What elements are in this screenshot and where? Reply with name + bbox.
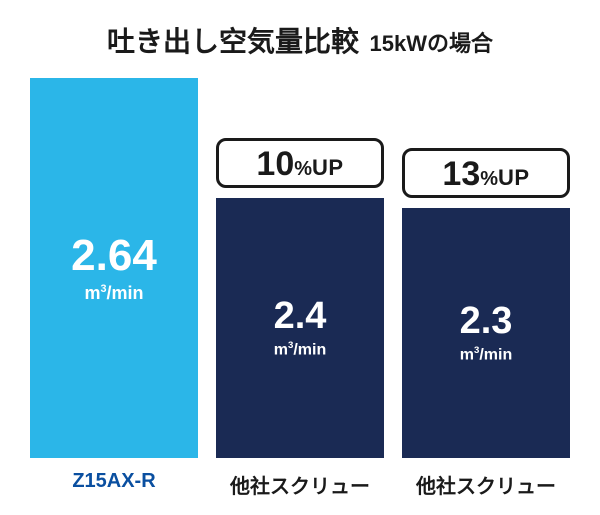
- bar-1: 2.4 m3/min: [216, 198, 384, 458]
- bar-unit-2: m3/min: [460, 346, 512, 363]
- bar-0: 2.64 m3/min: [30, 78, 198, 458]
- up-badge-1: 10%UP: [216, 138, 384, 188]
- bar-labels-row: Z15AX-R 他社スクリュー 他社スクリュー: [30, 470, 570, 499]
- bar-unit-1: m3/min: [274, 341, 326, 358]
- bar-col-2: 13%UP 2.3 m3/min: [402, 78, 570, 458]
- bar-col-0: 2.64 m3/min: [30, 78, 198, 458]
- up-badge-2-pct: %: [480, 168, 498, 190]
- up-badge-1-pct: %: [294, 158, 312, 180]
- chart-title-main: 吐き出し空気量比較: [107, 26, 359, 57]
- bar-label-2: 他社スクリュー: [402, 470, 570, 499]
- up-badge-2-up: UP: [498, 165, 530, 190]
- bar-col-1: 10%UP 2.4 m3/min: [216, 78, 384, 458]
- up-badge-2-big: 13: [442, 155, 480, 193]
- bar-label-1: 他社スクリュー: [216, 470, 384, 499]
- chart-title-row: 吐き出し空気量比較 15kWの場合: [30, 20, 570, 60]
- bar-label-0: Z15AX-R: [30, 470, 198, 499]
- bar-value-1: 2.4: [274, 297, 327, 335]
- bar-value-2: 2.3: [460, 302, 513, 340]
- up-badge-1-big: 10: [256, 145, 294, 183]
- up-badge-2: 13%UP: [402, 148, 570, 198]
- up-badge-1-up: UP: [312, 155, 344, 180]
- bar-unit-0: m3/min: [84, 284, 143, 302]
- bar-2: 2.3 m3/min: [402, 208, 570, 458]
- chart-title-sub: 15kWの場合: [369, 31, 492, 56]
- chart-area: 2.64 m3/min 10%UP 2.4 m3/min 13%UP 2.3 m…: [30, 78, 570, 458]
- bar-value-0: 2.64: [71, 234, 157, 278]
